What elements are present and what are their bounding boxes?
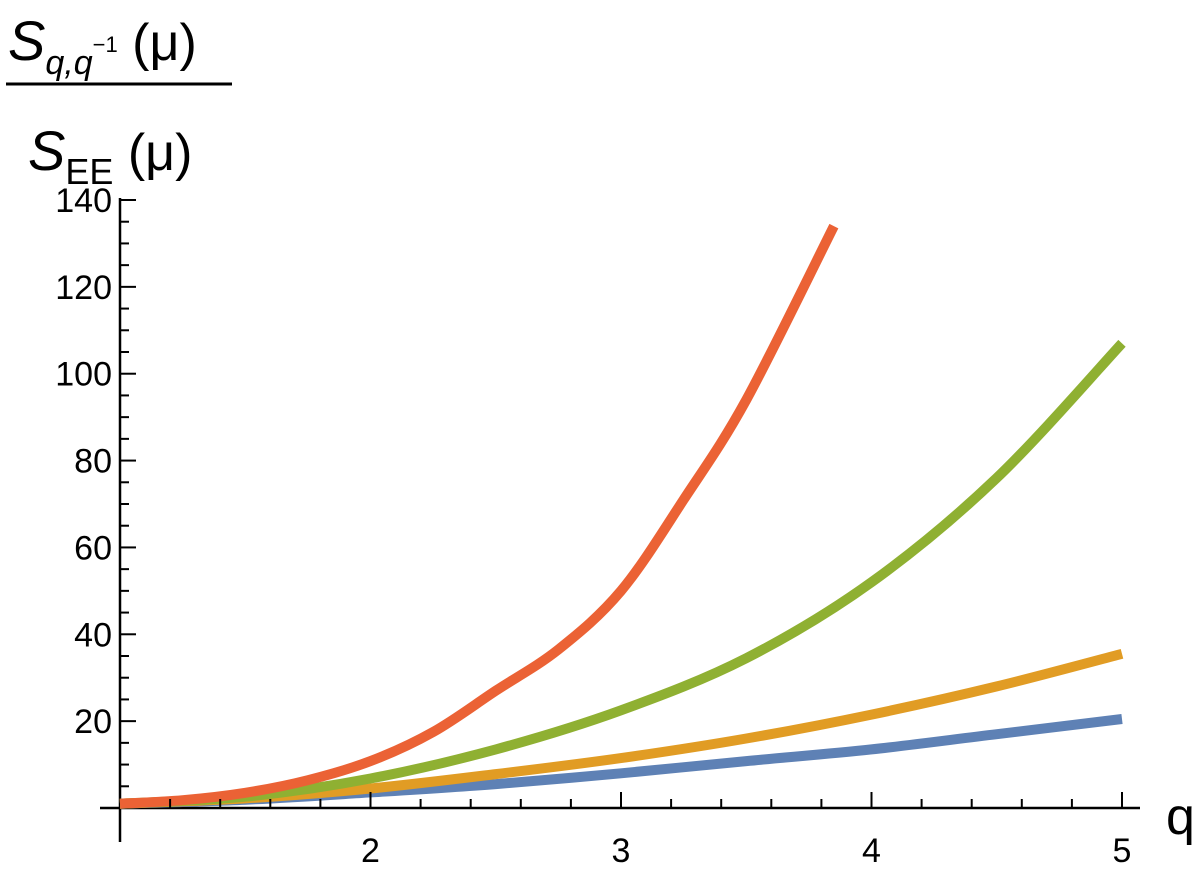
x-tick-label: 5	[1113, 832, 1132, 870]
y-tick-label: 20	[74, 703, 112, 741]
x-axis-label: q	[1166, 788, 1195, 846]
series-group	[119, 223, 1126, 809]
series-line-4	[119, 223, 839, 809]
svg-text:SEE (μ): SEE (μ)	[28, 119, 192, 192]
y-label-denominator-sub: EE	[65, 151, 113, 192]
x-tick-label: 3	[612, 832, 631, 870]
y-label-numerator-main: S	[8, 9, 45, 72]
y-axis-label: Sq,q−1 (μ) SEE (μ)	[6, 9, 232, 192]
y-label-numerator-sup: −1	[93, 32, 118, 57]
series-line-3	[119, 339, 1126, 809]
y-label-denominator-arg: (μ)	[113, 124, 192, 182]
y-tick-label: 60	[74, 529, 112, 567]
y-tick-label: 40	[74, 616, 112, 654]
x-tick-label: 2	[361, 832, 380, 870]
series-line-2	[119, 648, 1124, 809]
y-label-denominator-main: S	[28, 119, 65, 182]
y-tick-label: 140	[55, 182, 112, 220]
y-label-numerator-sub: q,q	[45, 44, 92, 82]
y-label-numerator-arg: (μ)	[118, 14, 197, 72]
y-tick-label: 120	[55, 269, 112, 307]
ticks-group: 2 3 4 5 20 40 60 80 100 120 140	[55, 182, 1131, 870]
x-tick-label: 4	[862, 832, 881, 870]
axes	[100, 198, 1140, 842]
svg-text:Sq,q−1 (μ): Sq,q−1 (μ)	[8, 9, 197, 82]
y-tick-label: 100	[55, 356, 112, 394]
y-tick-label: 80	[74, 443, 112, 481]
